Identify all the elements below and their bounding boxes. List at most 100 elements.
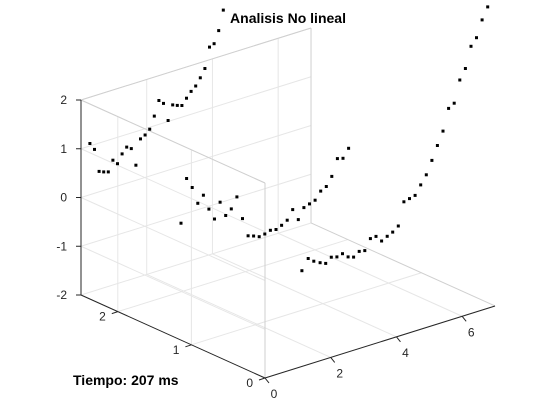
box-edge <box>310 222 496 307</box>
grid-line <box>146 273 331 358</box>
data-point <box>212 42 216 46</box>
data-point <box>335 157 339 161</box>
data-point <box>106 170 110 174</box>
data-point <box>224 214 228 217</box>
elapsed-time-label: Tiempo: <box>73 372 128 388</box>
data-point <box>241 217 244 221</box>
grid-line <box>80 76 312 150</box>
z-tick-label: 2 <box>60 93 67 107</box>
data-point <box>180 104 184 107</box>
data-point <box>486 5 490 9</box>
data-point <box>148 127 152 131</box>
elapsed-time-readout: Tiempo: 207 ms <box>73 372 179 388</box>
data-point <box>93 147 96 151</box>
z-tick-label: 0 <box>60 191 67 205</box>
data-point <box>196 201 200 205</box>
elapsed-time-value: 207 <box>131 372 155 388</box>
y-tick-label: 1 <box>173 343 180 357</box>
data-point <box>391 230 395 234</box>
data-point <box>162 101 165 105</box>
data-point <box>324 261 328 265</box>
chart-title: Analisis No lineal <box>230 10 346 26</box>
data-point <box>335 255 339 259</box>
data-point <box>213 217 216 221</box>
data-point <box>312 259 316 263</box>
grid-line <box>80 148 266 233</box>
box-edge <box>80 99 266 184</box>
data-point <box>201 193 205 197</box>
data-point <box>194 84 198 88</box>
data-point <box>452 101 456 105</box>
data-point <box>246 234 250 238</box>
z-tick-label: -2 <box>56 288 67 302</box>
data-point <box>329 255 333 259</box>
x-tick-label: 6 <box>468 325 475 339</box>
data-point <box>102 170 106 174</box>
x-tick-mark <box>396 336 401 343</box>
data-point <box>380 239 384 243</box>
data-point <box>341 252 344 256</box>
data-point <box>413 193 417 197</box>
box-edge <box>80 27 312 101</box>
grid-line <box>191 272 422 346</box>
y-tick-label: 0 <box>246 376 253 390</box>
data-point <box>368 237 372 241</box>
data-point <box>291 208 295 212</box>
data-point <box>88 142 92 145</box>
data-point <box>203 67 207 70</box>
data-point <box>125 145 129 149</box>
y-axis-line <box>80 294 266 379</box>
data-point <box>374 234 378 238</box>
data-point <box>396 224 400 228</box>
data-point <box>475 36 478 40</box>
data-point <box>313 198 317 202</box>
data-point <box>111 158 115 162</box>
data-point <box>166 119 170 122</box>
data-point <box>308 202 311 206</box>
data-point <box>235 195 239 199</box>
x-axis-line <box>264 305 496 379</box>
data-point <box>116 162 119 166</box>
data-point <box>324 185 328 188</box>
z-tick-label: 1 <box>60 142 67 156</box>
data-point <box>419 183 423 187</box>
data-point <box>189 89 193 93</box>
data-point <box>318 261 322 265</box>
data-point <box>221 8 225 12</box>
data-point <box>143 133 147 137</box>
data-point <box>185 177 189 180</box>
grid-line <box>80 245 266 330</box>
grid-line <box>80 197 266 281</box>
data-point <box>263 232 267 236</box>
data-point <box>257 235 261 239</box>
data-point <box>171 103 175 107</box>
data-point <box>207 207 211 211</box>
axes-edges <box>80 27 496 379</box>
data-point <box>157 99 161 102</box>
data-point <box>198 76 202 80</box>
data-point <box>430 158 434 162</box>
data-point <box>435 144 439 147</box>
data-point <box>363 249 367 253</box>
x-tick-label: 4 <box>402 346 409 360</box>
data-point <box>285 218 289 222</box>
data-point <box>280 223 284 227</box>
data-point <box>346 255 350 259</box>
y-tick-mark <box>111 311 118 315</box>
data-point <box>447 106 451 110</box>
data-point <box>347 146 351 150</box>
data-point <box>300 269 304 273</box>
data-point <box>218 200 222 204</box>
data-point <box>424 173 428 177</box>
data-point <box>179 221 183 225</box>
tick-labels: 0 2 4 6 0 1 2 -2 -1 0 1 2 <box>56 93 474 401</box>
y-tick-mark <box>258 377 266 381</box>
data-point <box>463 67 467 70</box>
grid-line <box>117 239 348 313</box>
grid-line <box>80 173 312 247</box>
data-point <box>120 152 124 156</box>
x-tick-mark <box>330 357 336 363</box>
x-tick-label: 2 <box>336 366 343 380</box>
data-point <box>129 147 133 151</box>
